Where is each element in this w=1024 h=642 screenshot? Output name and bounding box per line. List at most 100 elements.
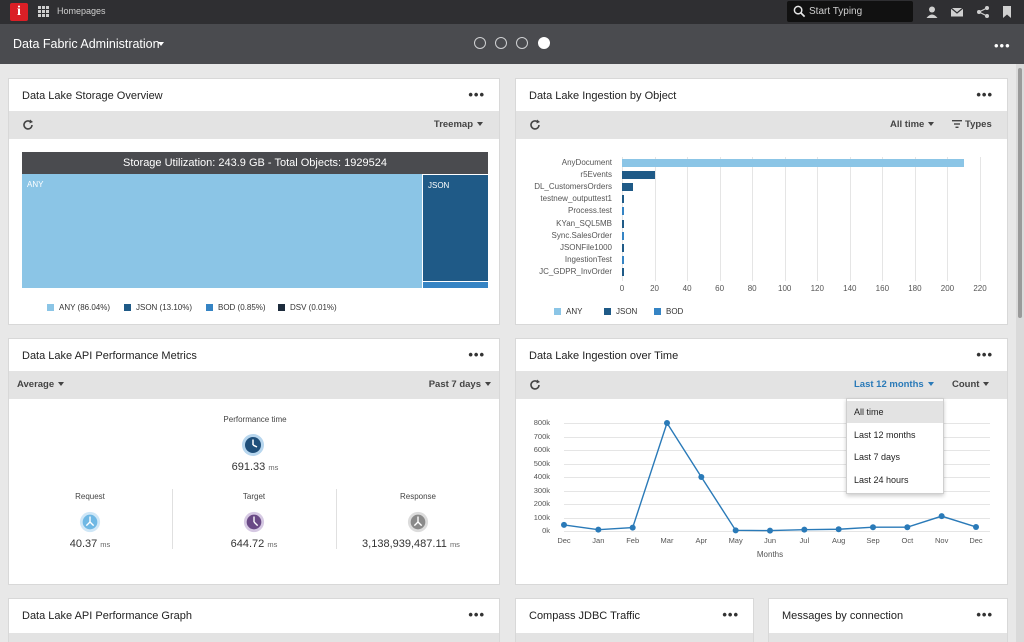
legend-label: BOD (0.85%): [218, 303, 266, 312]
y-tick-label: 200k: [533, 499, 550, 508]
dropdown-option-last-24-hours[interactable]: Last 24 hours: [854, 475, 909, 485]
card-title: Messages by connection: [782, 610, 904, 622]
search-input[interactable]: Start Typing: [787, 1, 913, 22]
bar: [622, 207, 625, 216]
measure-dropdown[interactable]: Count: [952, 379, 990, 390]
range-dropdown[interactable]: Past 7 days: [429, 379, 491, 390]
chevron-down-icon: [58, 382, 65, 387]
card-more-icon[interactable]: •••: [976, 347, 993, 362]
aggregate-dropdown[interactable]: Average: [17, 379, 65, 390]
refresh-icon[interactable]: [529, 119, 541, 131]
legend-swatch: [206, 304, 213, 311]
y-tick-label: 0k: [542, 526, 550, 535]
legend-item[interactable]: DSV (0.01%): [278, 303, 337, 312]
page-dot-3[interactable]: [516, 37, 528, 49]
data-point[interactable]: [732, 527, 739, 534]
page-scrollbar-thumb[interactable]: [1018, 68, 1022, 318]
x-tick-label: 120: [810, 284, 824, 293]
data-point[interactable]: [973, 523, 979, 530]
data-point[interactable]: [664, 420, 670, 426]
data-point[interactable]: [629, 524, 636, 531]
legend-item: JSON: [604, 307, 637, 316]
dropdown-option-all-time[interactable]: All time: [847, 401, 943, 423]
range-dropdown-menu: All time Last 12 months Last 7 days Last…: [846, 398, 944, 494]
data-point[interactable]: [938, 513, 945, 520]
x-tick-label: Dec: [557, 536, 571, 545]
measure-label: Count: [952, 379, 980, 390]
bar: [622, 255, 624, 264]
chevron-down-icon: [983, 382, 990, 387]
card-more-icon[interactable]: •••: [722, 607, 739, 622]
bar: [622, 183, 634, 192]
dropdown-option-last-12-months[interactable]: Last 12 months: [854, 430, 916, 440]
request-gauge-icon: [79, 511, 101, 533]
search-icon: [793, 5, 806, 18]
y-tick-label: 100k: [533, 512, 550, 522]
treemap-cell-bod[interactable]: [423, 282, 488, 288]
data-point[interactable]: [561, 521, 567, 528]
card-toolbar: Average Past 7 days: [9, 371, 499, 399]
page-dot-2[interactable]: [495, 37, 507, 49]
range-dropdown[interactable]: Last 12 months: [854, 379, 934, 390]
refresh-icon[interactable]: [529, 379, 541, 391]
time-filter-label: All time: [890, 119, 925, 130]
types-filter-button[interactable]: Types: [952, 119, 992, 130]
card-more-icon[interactable]: •••: [468, 347, 485, 362]
page-scrollbar[interactable]: [1016, 64, 1024, 642]
mail-icon[interactable]: [950, 5, 964, 19]
card-toolbar: [516, 633, 753, 642]
card-title: Data Lake API Performance Graph: [22, 610, 192, 622]
card-title: Data Lake Storage Overview: [22, 90, 163, 102]
card-more-icon[interactable]: •••: [976, 87, 993, 102]
legend-item[interactable]: BOD (0.85%): [206, 303, 266, 312]
title-dropdown-icon[interactable]: [158, 42, 164, 46]
legend-item[interactable]: JSON (13.10%): [124, 303, 192, 312]
time-filter-dropdown[interactable]: All time: [890, 119, 935, 130]
app-grid-icon[interactable]: [38, 6, 49, 17]
legend-swatch: [654, 308, 661, 315]
card-title: Data Lake Ingestion by Object: [529, 90, 677, 102]
response-label: Response: [399, 492, 437, 501]
user-icon[interactable]: [925, 5, 939, 19]
card-more-icon[interactable]: •••: [468, 87, 485, 102]
grid-line: [564, 517, 990, 519]
bookmark-icon[interactable]: [1000, 5, 1014, 19]
card-more-icon[interactable]: •••: [976, 607, 993, 622]
page-dot-4[interactable]: [538, 37, 550, 49]
data-point[interactable]: [904, 524, 911, 531]
grid-line: [622, 157, 623, 281]
page-title[interactable]: Data Fabric Administration: [13, 37, 160, 51]
data-point[interactable]: [595, 526, 602, 533]
treemap-cell-json[interactable]: JSON: [423, 175, 488, 281]
grid-line: [564, 450, 990, 451]
card-title: Data Lake API Performance Metrics: [22, 350, 197, 362]
chevron-down-icon: [927, 382, 934, 387]
data-point[interactable]: [698, 474, 705, 480]
category-label: DL_CustomersOrders: [534, 182, 612, 192]
dropdown-option-last-7-days[interactable]: Last 7 days: [854, 452, 901, 462]
card-toolbar: Treemap: [9, 111, 499, 139]
grid-line: [564, 463, 990, 465]
metric-number: 691.33: [231, 461, 266, 473]
treemap-view-dropdown[interactable]: Treemap: [434, 119, 483, 130]
y-tick-label: 800k: [533, 418, 550, 427]
header-more-icon[interactable]: •••: [994, 38, 1011, 53]
page-dot-1[interactable]: [474, 37, 486, 49]
category-label: Sync.SalesOrder: [551, 230, 612, 240]
legend-item[interactable]: ANY (86.04%): [47, 303, 110, 312]
data-point[interactable]: [835, 526, 842, 533]
refresh-icon[interactable]: [22, 119, 34, 131]
share-icon[interactable]: [976, 5, 990, 19]
card-more-icon[interactable]: •••: [468, 607, 485, 622]
data-point[interactable]: [870, 524, 876, 531]
metric-unit: ms: [268, 463, 279, 472]
infor-logo-icon[interactable]: i: [10, 3, 28, 21]
view-label: Treemap: [433, 119, 473, 130]
homepages-link[interactable]: Homepages: [57, 6, 106, 16]
bar: [622, 159, 964, 167]
page-header: Data Fabric Administration •••: [0, 24, 1024, 64]
performance-time-value: 691.33 ms: [175, 461, 335, 473]
data-point[interactable]: [801, 526, 808, 533]
treemap-cell-any[interactable]: ANY: [22, 174, 422, 288]
data-point[interactable]: [767, 527, 773, 534]
